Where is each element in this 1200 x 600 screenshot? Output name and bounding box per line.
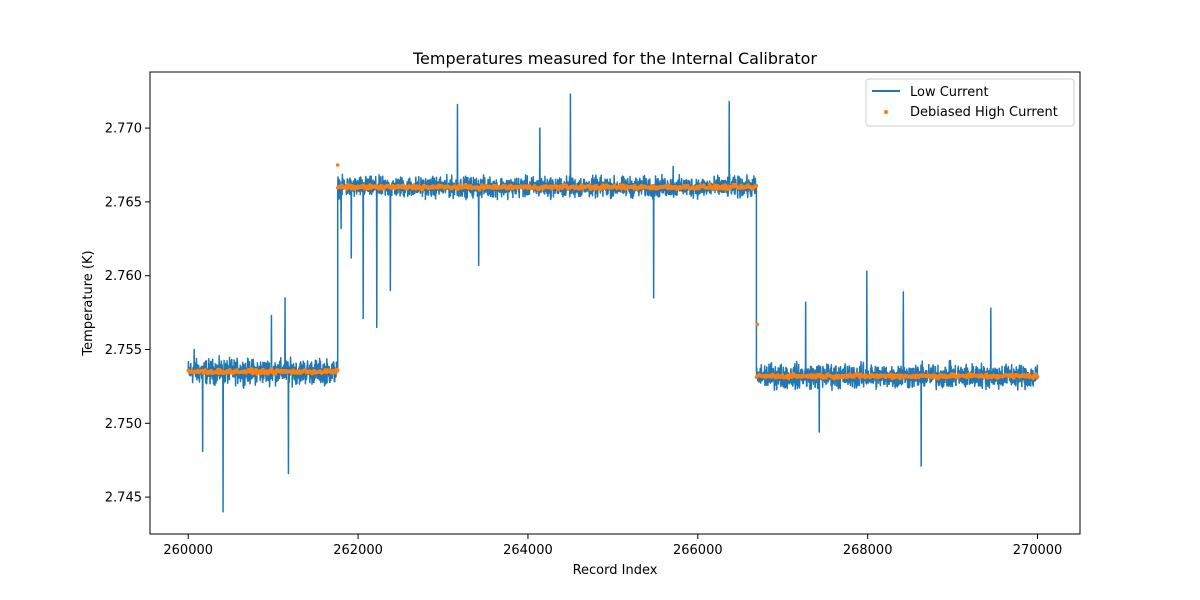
axes-frame: [149, 71, 1081, 535]
legend: Low Current Debiased High Current: [865, 78, 1075, 127]
scatter-point: [1035, 375, 1040, 379]
y-axis-label: Temperature (K): [81, 250, 96, 356]
x-tick-label: 268000: [843, 543, 893, 558]
y-tick-label: 2.750: [105, 417, 142, 432]
legend-dot-marker: [884, 110, 888, 114]
plot-area: [186, 93, 1040, 513]
scatter-point: [755, 322, 760, 327]
legend-entry-low-current: Low Current: [910, 85, 989, 100]
x-tick-label: 270000: [1013, 543, 1063, 558]
scatter-point: [824, 375, 828, 380]
x-tick-label: 262000: [333, 543, 383, 558]
series-debiased-high-current: [186, 163, 1040, 381]
y-tick-label: 2.755: [105, 343, 142, 358]
scatter-point: [420, 187, 425, 192]
scatter-point: [714, 187, 719, 191]
legend-entry-debiased-high-current: Debiased High Current: [910, 105, 1058, 120]
x-axis-label: Record Index: [573, 563, 658, 578]
scatter-point: [754, 183, 759, 188]
x-tick-label: 260000: [163, 543, 213, 558]
scatter-point: [1011, 376, 1016, 380]
y-tick-label: 2.760: [105, 269, 142, 284]
legend-box: [865, 78, 1075, 127]
chart-title: Temperatures measured for the Internal C…: [412, 49, 817, 68]
y-tick-label: 2.745: [105, 491, 142, 506]
x-tick-label: 266000: [673, 543, 723, 558]
y-tick-label: 2.765: [105, 195, 142, 210]
scatter-point: [273, 371, 278, 376]
scatter-point: [480, 183, 484, 187]
series-low-current-line: [187, 93, 1039, 513]
scatter-point: [456, 186, 461, 191]
scatter-point: [335, 163, 340, 167]
scatter-point: [335, 368, 340, 373]
scatter-point: [345, 187, 349, 191]
x-axis: 260000 262000 264000 266000 268000 270000: [163, 534, 1062, 558]
y-axis: 2.745 2.750 2.755 2.760 2.765 2.770: [105, 122, 150, 506]
y-tick-label: 2.770: [105, 122, 142, 137]
x-tick-label: 264000: [503, 543, 553, 558]
